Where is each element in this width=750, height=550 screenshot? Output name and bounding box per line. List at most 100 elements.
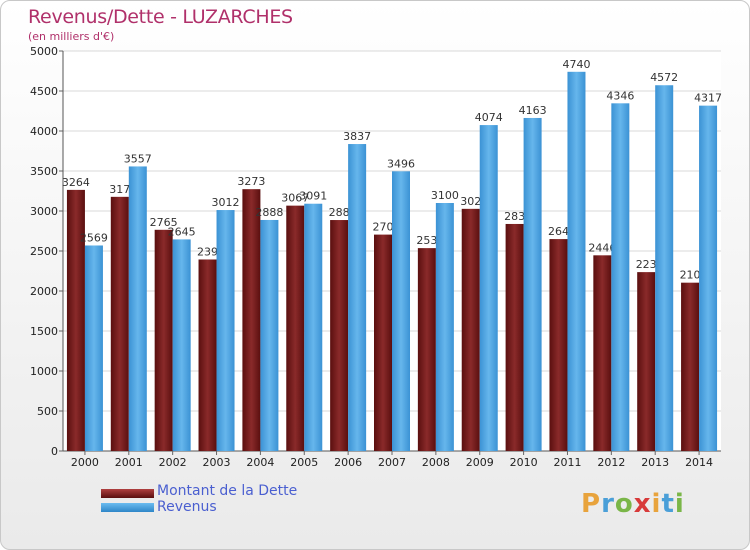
x-tick-label: 2003 [203, 456, 231, 469]
bar-dette-2003 [198, 259, 217, 451]
bar-dette-2011 [549, 239, 568, 451]
label-revenus-2009: 4074 [475, 111, 503, 124]
label-revenus-2005: 3091 [299, 190, 327, 203]
bar-revenus-2001 [128, 166, 147, 451]
bar-revenus-2003 [216, 210, 235, 451]
label-revenus-2010: 4163 [519, 104, 547, 117]
bar-revenus-2011 [567, 71, 586, 452]
x-tick-label: 2001 [115, 456, 143, 469]
bar-dette-2006 [330, 220, 349, 451]
y-tick-label: 4000 [30, 125, 58, 138]
label-dette-2005: 3067 [281, 192, 309, 205]
label-dette-2010: 283 [504, 210, 525, 223]
label-revenus-2013: 4572 [650, 71, 678, 84]
label-revenus-2011: 4740 [562, 58, 590, 71]
logo-letter: i [674, 489, 685, 519]
bar-dette-2000 [66, 189, 85, 451]
x-tick-label: 2013 [641, 456, 669, 469]
y-tick-label: 5000 [30, 45, 58, 58]
bar-revenus-2005 [304, 203, 323, 451]
bar-revenus-2013 [655, 85, 674, 452]
x-tick-label: 2002 [159, 456, 187, 469]
y-tick-label: 1500 [30, 325, 58, 338]
bar-revenus-2000 [84, 245, 103, 451]
label-dette-2011: 264 [548, 225, 569, 238]
label-dette-2001: 317 [109, 183, 130, 196]
label-revenus-2002: 2645 [168, 225, 196, 238]
logo-letter: o [614, 489, 634, 519]
label-revenus-2006: 3837 [343, 130, 371, 143]
y-tick-label: 1000 [30, 365, 58, 378]
bar-revenus-2010 [523, 117, 542, 452]
bar-dette-2002 [154, 229, 173, 451]
logo-letter: t [661, 489, 675, 519]
bar-revenus-2007 [392, 171, 410, 451]
label-dette-2014: 210 [680, 269, 701, 282]
y-tick-label: 3500 [30, 165, 58, 178]
label-dette-2008: 253 [416, 234, 437, 247]
label-revenus-2000: 2569 [80, 231, 108, 244]
bar-revenus-2014 [699, 105, 718, 451]
logo-letter: x [633, 489, 652, 519]
bar-dette-2010 [505, 223, 524, 451]
bar-dette-2005 [286, 205, 305, 451]
bar-dette-2007 [374, 234, 392, 451]
label-dette-2007: 270 [373, 221, 394, 234]
label-dette-2013: 223 [636, 258, 657, 271]
label-revenus-2012: 4346 [606, 89, 634, 102]
chart-subtitle: (en milliers d'€) [28, 30, 115, 43]
legend-swatch-revenus [101, 503, 154, 512]
legend-swatch-dette [101, 489, 154, 498]
proxiti-logo: Proxiti [581, 489, 685, 519]
x-tick-label: 2012 [597, 456, 625, 469]
x-tick-label: 2000 [71, 456, 99, 469]
logo-letter: r [601, 489, 615, 519]
legend-label-dette: Montant de la Dette [157, 483, 298, 499]
y-tick-label: 2500 [30, 245, 58, 258]
x-tick-label: 2010 [510, 456, 538, 469]
x-tick-label: 2005 [290, 456, 318, 469]
chart-title: Revenus/Dette - LUZARCHES [28, 6, 293, 28]
y-tick-label: 500 [37, 405, 58, 418]
label-revenus-2004: 2888 [255, 206, 283, 219]
y-tick-label: 0 [51, 445, 58, 458]
x-tick-label: 2009 [466, 456, 494, 469]
y-tick-label: 4500 [30, 85, 58, 98]
y-tick-label: 3000 [30, 205, 58, 218]
x-tick-label: 2006 [334, 456, 362, 469]
bar-dette-2001 [110, 196, 129, 451]
label-dette-2003: 239 [197, 245, 218, 258]
legend-label-revenus: Revenus [157, 499, 217, 515]
bar-revenus-2006 [348, 144, 367, 452]
bar-revenus-2009 [479, 125, 498, 451]
label-revenus-2001: 3557 [124, 152, 152, 165]
label-dette-2000: 3264 [62, 176, 90, 189]
label-dette-2002: 2765 [150, 216, 178, 229]
label-dette-2009: 302 [460, 195, 481, 208]
bar-dette-2009 [461, 208, 480, 451]
logo-letter: i [651, 489, 662, 519]
x-tick-label: 2008 [422, 456, 450, 469]
x-tick-label: 2007 [378, 456, 406, 469]
label-revenus-2014: 4317 [694, 92, 722, 105]
x-tick-label: 2004 [246, 456, 274, 469]
label-revenus-2008: 3100 [431, 189, 459, 202]
bar-dette-2004 [242, 189, 261, 451]
bar-dette-2013 [637, 272, 656, 451]
bar-revenus-2012 [611, 103, 630, 451]
label-dette-2012: 2446 [588, 241, 616, 254]
bar-dette-2008 [417, 248, 436, 451]
logo-letter: P [581, 489, 602, 519]
bar-revenus-2008 [435, 203, 454, 451]
label-dette-2006: 288 [329, 206, 350, 219]
x-tick-label: 2014 [685, 456, 713, 469]
bar-revenus-2004 [260, 219, 279, 451]
x-tick-label: 2011 [553, 456, 581, 469]
label-revenus-2007: 3496 [387, 157, 415, 170]
bar-revenus-2002 [172, 239, 191, 451]
bar-dette-2012 [593, 255, 612, 451]
label-revenus-2003: 3012 [212, 196, 240, 209]
y-tick-label: 2000 [30, 285, 58, 298]
